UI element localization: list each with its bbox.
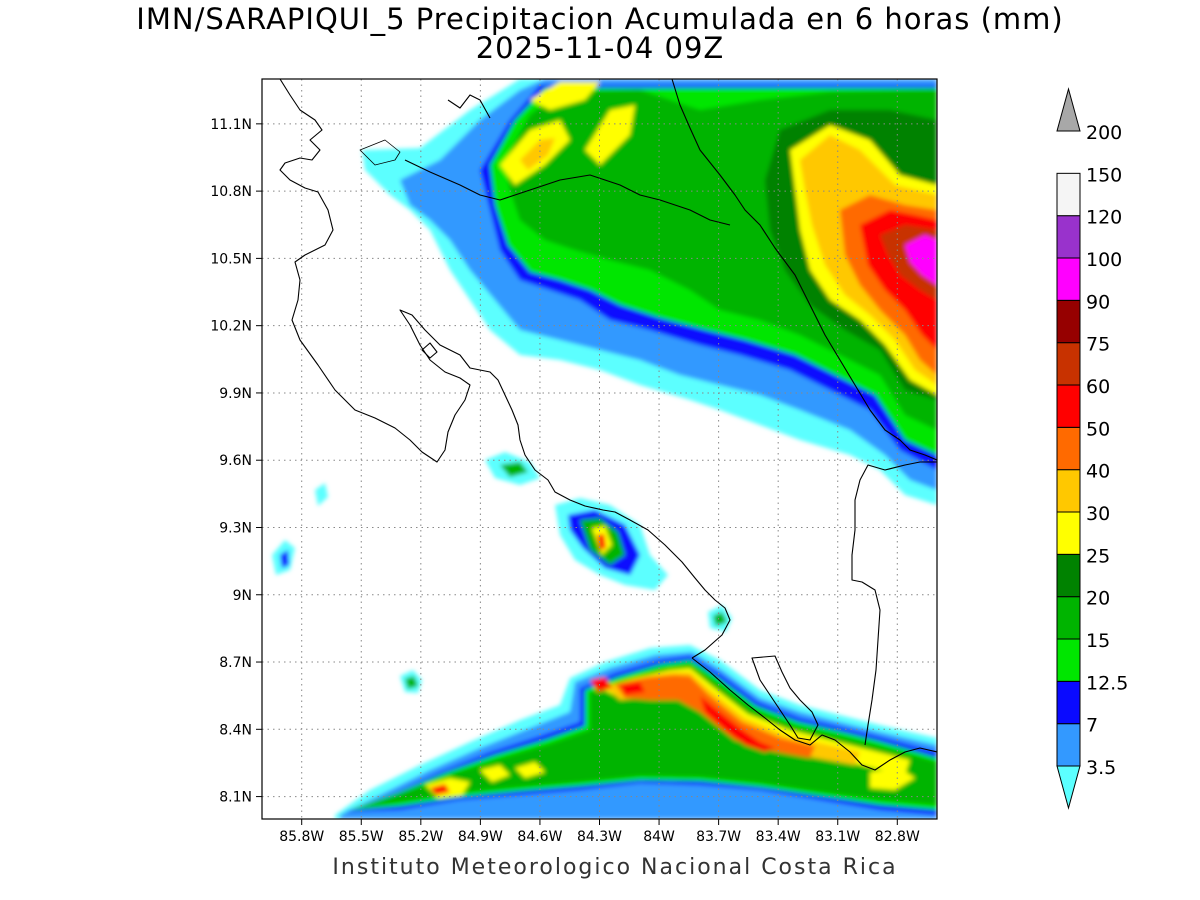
lat-tick-label: 8.7N (219, 655, 252, 671)
precip-area-100 (905, 235, 937, 285)
precip-band-south-60 (590, 677, 775, 752)
colorbar-swatch (1056, 638, 1081, 682)
footer-credit: Instituto Meteorologico Nacional Costa R… (332, 855, 898, 880)
lat-tick-label: 8.1N (219, 790, 252, 806)
colorbar-label: 25 (1086, 545, 1110, 567)
lat-tick-label: 9N (233, 588, 252, 604)
colorbar-swatch (1056, 723, 1081, 767)
colorbar-swatch (1056, 469, 1081, 513)
lat-tick-label: 11.1N (210, 117, 252, 133)
colorbar-swatch (1056, 553, 1081, 598)
colorbar-label: 30 (1086, 503, 1110, 525)
precip-cell (315, 483, 328, 506)
lon-tick-label: 85.2W (398, 829, 443, 845)
colorbar-swatch (1056, 257, 1081, 301)
latitude-axis: 11.1N 10.8N 10.5N 10.2N 9.9N 9.6N 9.3N 9N 8.7N 8.… (210, 117, 262, 806)
lat-tick-label: 9.6N (219, 453, 252, 469)
colorbar-label: 200 (1086, 122, 1122, 144)
colorbar-swatch (1056, 384, 1081, 428)
colorbar-swatch (1056, 299, 1081, 344)
precipitation-field (272, 79, 937, 819)
colorbar-swatch (1056, 680, 1081, 725)
longitude-axis: 85.8W 85.5W 85.2W 84.9W 84.6W 84.3W 84W 83.7W 83… (279, 819, 920, 845)
precip-cell (280, 550, 289, 568)
lat-tick-label: 9.9N (219, 386, 252, 402)
lat-tick-label: 10.8N (210, 184, 252, 200)
precip-cell (405, 676, 418, 689)
lat-tick-label: 9.3N (219, 520, 252, 536)
colorbar-label: 20 (1086, 588, 1110, 610)
colorbar-label: 12.5 (1086, 672, 1128, 694)
lon-tick-label: 83.7W (696, 829, 741, 845)
colorbar-label: 120 (1086, 207, 1122, 229)
colorbar-label: 7 (1086, 715, 1098, 737)
lon-tick-label: 83.1W (815, 829, 860, 845)
lon-tick-label: 84W (643, 829, 675, 845)
lon-tick-label: 84.9W (458, 829, 503, 845)
colorbar-label: 60 (1086, 376, 1110, 398)
colorbar-min-arrow (1056, 765, 1081, 810)
colorbar-max-arrow (1056, 87, 1081, 132)
colorbar-label: 90 (1086, 291, 1110, 313)
lon-tick-label: 84.6W (517, 829, 562, 845)
colorbar-swatch (1056, 342, 1081, 386)
colorbar-label: 75 (1086, 334, 1110, 356)
precip-streak (520, 138, 555, 170)
map-gridlines (262, 79, 937, 819)
precip-streak (585, 105, 635, 165)
lon-tick-label: 82.8W (875, 829, 920, 845)
lon-tick-label: 85.8W (279, 829, 324, 845)
colorbar-swatch (1056, 172, 1081, 217)
lat-tick-label: 10.2N (210, 319, 252, 335)
colorbar-label: 40 (1086, 461, 1110, 483)
lat-tick-label: 10.5N (210, 251, 252, 267)
colorbar-swatch (1056, 596, 1081, 640)
colorbar-label: 3.5 (1086, 757, 1116, 779)
precip-streak (530, 82, 600, 110)
coastline (279, 79, 937, 771)
colorbar-label: 100 (1086, 249, 1122, 271)
lon-tick-label: 84.3W (577, 829, 622, 845)
precip-cell (713, 612, 727, 626)
colorbar-label: 50 (1086, 418, 1110, 440)
precip-cell (500, 462, 528, 477)
map-title: IMN/SARAPIQUI_5 Precipitacion Acumulada … (136, 2, 1064, 36)
lat-tick-label: 8.4N (219, 722, 252, 738)
colorbar-swatch (1056, 511, 1081, 555)
colorbar-label: 150 (1086, 164, 1122, 186)
colorbar-swatch (1056, 426, 1081, 471)
colorbar-swatch (1056, 215, 1081, 259)
colorbar-legend: 3.5 7 12.5 15 20 25 30 40 50 60 75 90 100 120 150 200 (1056, 87, 1128, 810)
colorbar-label: 15 (1086, 630, 1110, 652)
precip-cell (597, 534, 606, 550)
lon-tick-label: 83.4W (756, 829, 801, 845)
precip-cell (430, 784, 450, 795)
plot-area (262, 79, 937, 819)
lon-tick-label: 85.5W (339, 829, 384, 845)
map-subtitle-datetime: 2025-11-04 09Z (475, 31, 725, 65)
